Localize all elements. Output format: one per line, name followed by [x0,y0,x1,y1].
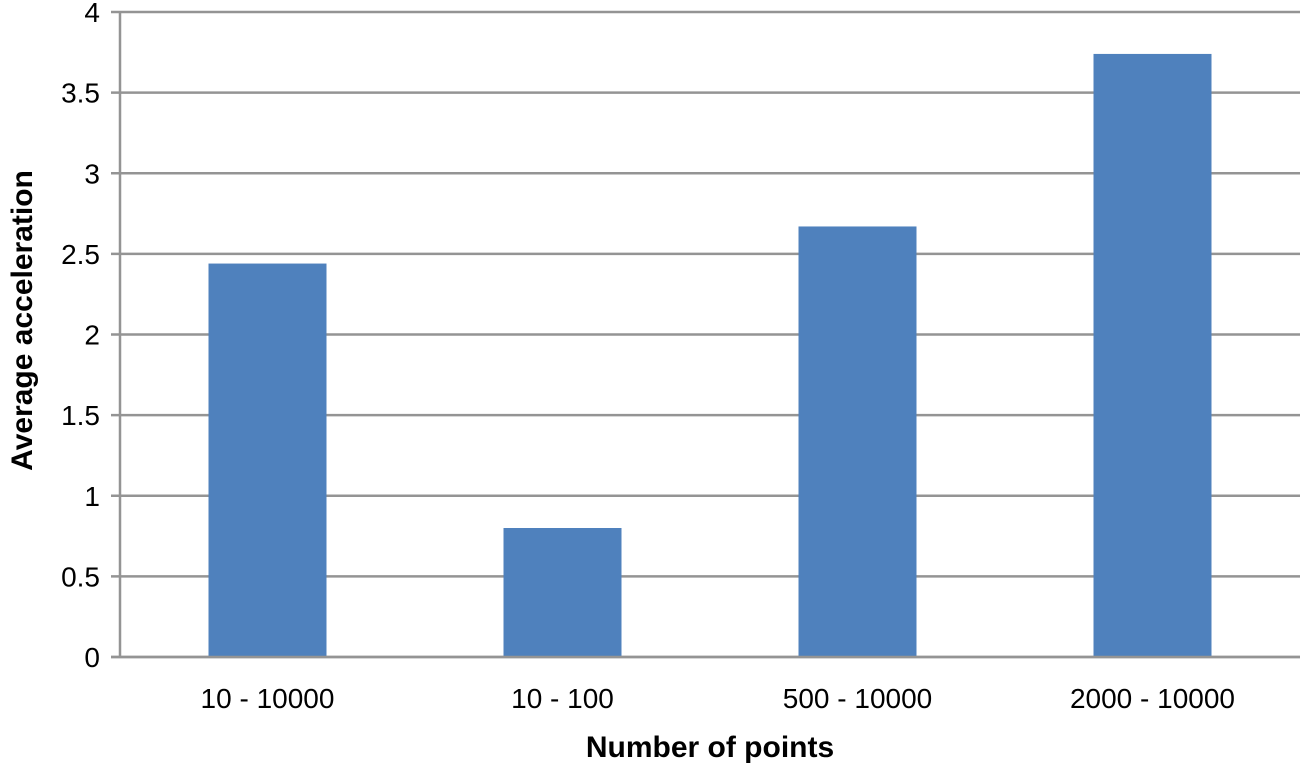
bar [798,226,917,657]
x-tick-label: 10 - 100 [511,683,614,714]
x-tick-label: 10 - 10000 [201,683,335,714]
y-tick-label: 3 [84,158,100,189]
y-tick-label: 3.5 [61,78,100,109]
y-tick-label: 1.5 [61,400,100,431]
x-tick-label: 500 - 10000 [783,683,932,714]
bar [503,528,622,657]
bar [208,263,327,657]
y-tick-label: 4 [84,0,100,28]
y-tick-label: 0 [84,642,100,673]
y-tick-label: 2 [84,320,100,351]
x-axis-title: Number of points [586,731,834,764]
y-tick-label: 2.5 [61,239,100,270]
y-tick-label: 1 [84,481,100,512]
y-axis-title: Average acceleration [6,170,39,471]
bar [1093,53,1212,658]
x-tick-label: 2000 - 10000 [1070,683,1235,714]
y-tick-label: 0.5 [61,561,100,592]
